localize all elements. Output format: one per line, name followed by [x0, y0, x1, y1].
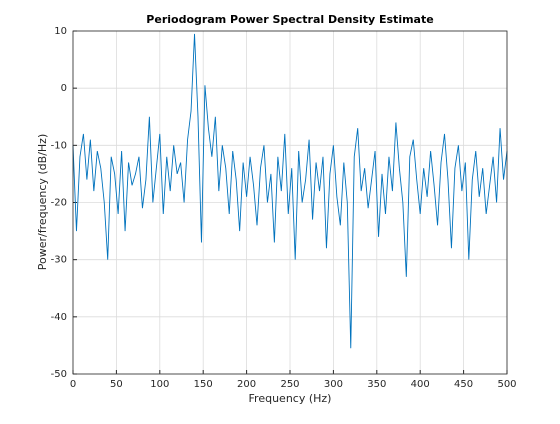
x-tick-label: 350: [367, 379, 386, 390]
x-tick-label: 400: [411, 379, 430, 390]
axes-box: [72, 30, 508, 375]
x-tick-label: 300: [324, 379, 343, 390]
x-tick-label: 100: [150, 379, 169, 390]
y-tick-label: -30: [51, 255, 67, 266]
x-tick-label: 50: [110, 379, 123, 390]
y-tick-label: -50: [51, 369, 67, 380]
x-tick-label: 150: [194, 379, 213, 390]
x-axis-label: Frequency (Hz): [249, 392, 332, 405]
y-tick-label: -40: [51, 312, 67, 323]
chart-title: Periodogram Power Spectral Density Estim…: [146, 13, 433, 26]
y-axis-label: Power/frequency (dB/Hz): [36, 134, 49, 271]
y-tick-label: -20: [51, 198, 67, 209]
y-tick-label: 0: [61, 83, 67, 94]
line-series: [72, 33, 508, 349]
x-tick-label: 0: [70, 379, 76, 390]
y-tick-label: 10: [54, 26, 67, 37]
y-tick-label: -10: [51, 140, 67, 151]
x-tick-label: 500: [497, 379, 516, 390]
x-tick-label: 200: [237, 379, 256, 390]
x-tick-label: 250: [280, 379, 299, 390]
x-tick-label: 450: [454, 379, 473, 390]
